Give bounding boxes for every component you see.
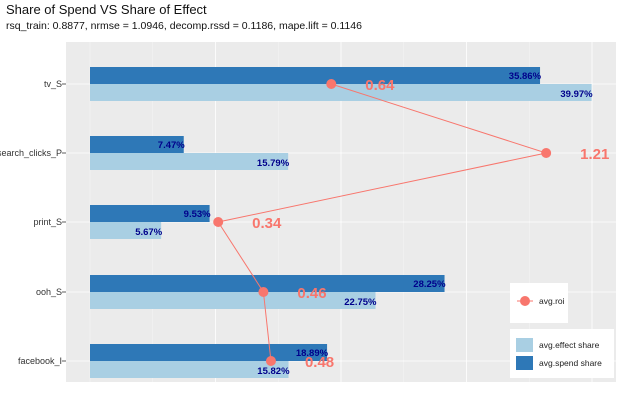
effect-data-label: 15.82% [257,366,290,377]
spend-data-label: 7.47% [158,140,185,151]
chart-subtitle: rsq_train: 0.8877, nrmse = 1.0946, decom… [6,20,362,32]
effect-bar-ooh-s [90,292,376,309]
spend-bar-ooh-s [90,275,445,292]
effect-bar-search-clicks-p [90,153,289,170]
spend-bar-facebook-i [90,344,328,361]
legend-effect-label: avg.effect share [539,340,600,350]
roi-data-label: 1.21 [580,146,609,163]
roi-point [265,356,276,366]
spend-bar-tv-s [90,67,541,84]
effect-bar-tv-s [90,84,592,101]
legend-share-box [510,329,614,378]
labels: tv_S 35.86% 39.97% search_clicks_P 7.47% 15.7… [0,71,609,377]
legend-spend-label: avg.spend share [539,358,602,368]
legend-roi-point-key [520,296,530,306]
roi-data-label: 0.46 [297,285,326,302]
legend-spend-key [516,356,533,370]
effect-data-label: 22.75% [344,297,377,308]
bars [90,67,592,378]
chart-title: Share of Spend VS Share of Effect [6,2,207,17]
roi-point [258,287,269,297]
roi-point [213,217,224,227]
legend: avg.roi avg.effect share avg.spend share [510,283,614,378]
legend-roi-label: avg.roi [539,296,565,306]
legend-roi-box [510,283,568,323]
spend-bar-print-s [90,205,210,222]
spend-data-label: 9.53% [184,209,211,220]
roi-point [541,148,552,158]
effect-bar-print-s [90,222,162,239]
effect-data-label: 39.97% [560,89,593,100]
roi-data-label: 0.34 [252,215,282,232]
y-tick-label: search_clicks_P [0,148,62,158]
legend-effect-key [516,338,533,352]
roi-data-label: 0.64 [365,77,395,94]
spend-data-label: 35.86% [509,71,542,82]
effect-bar-facebook-i [90,361,289,378]
spend-data-label: 28.25% [413,279,446,290]
effect-data-label: 5.67% [135,227,162,238]
roi-point [326,79,337,89]
roi-data-label: 0.48 [305,354,334,371]
y-tick-label: ooh_S [36,287,62,297]
y-tick-label: tv_S [44,79,62,89]
spend-data-label: 18.89% [296,348,329,359]
y-tick-label: print_S [33,217,62,227]
roi-line [213,79,552,366]
spend-bar-search-clicks-p [90,136,184,153]
effect-data-label: 15.79% [257,158,290,169]
y-tick-label: facebook_I [18,356,62,366]
